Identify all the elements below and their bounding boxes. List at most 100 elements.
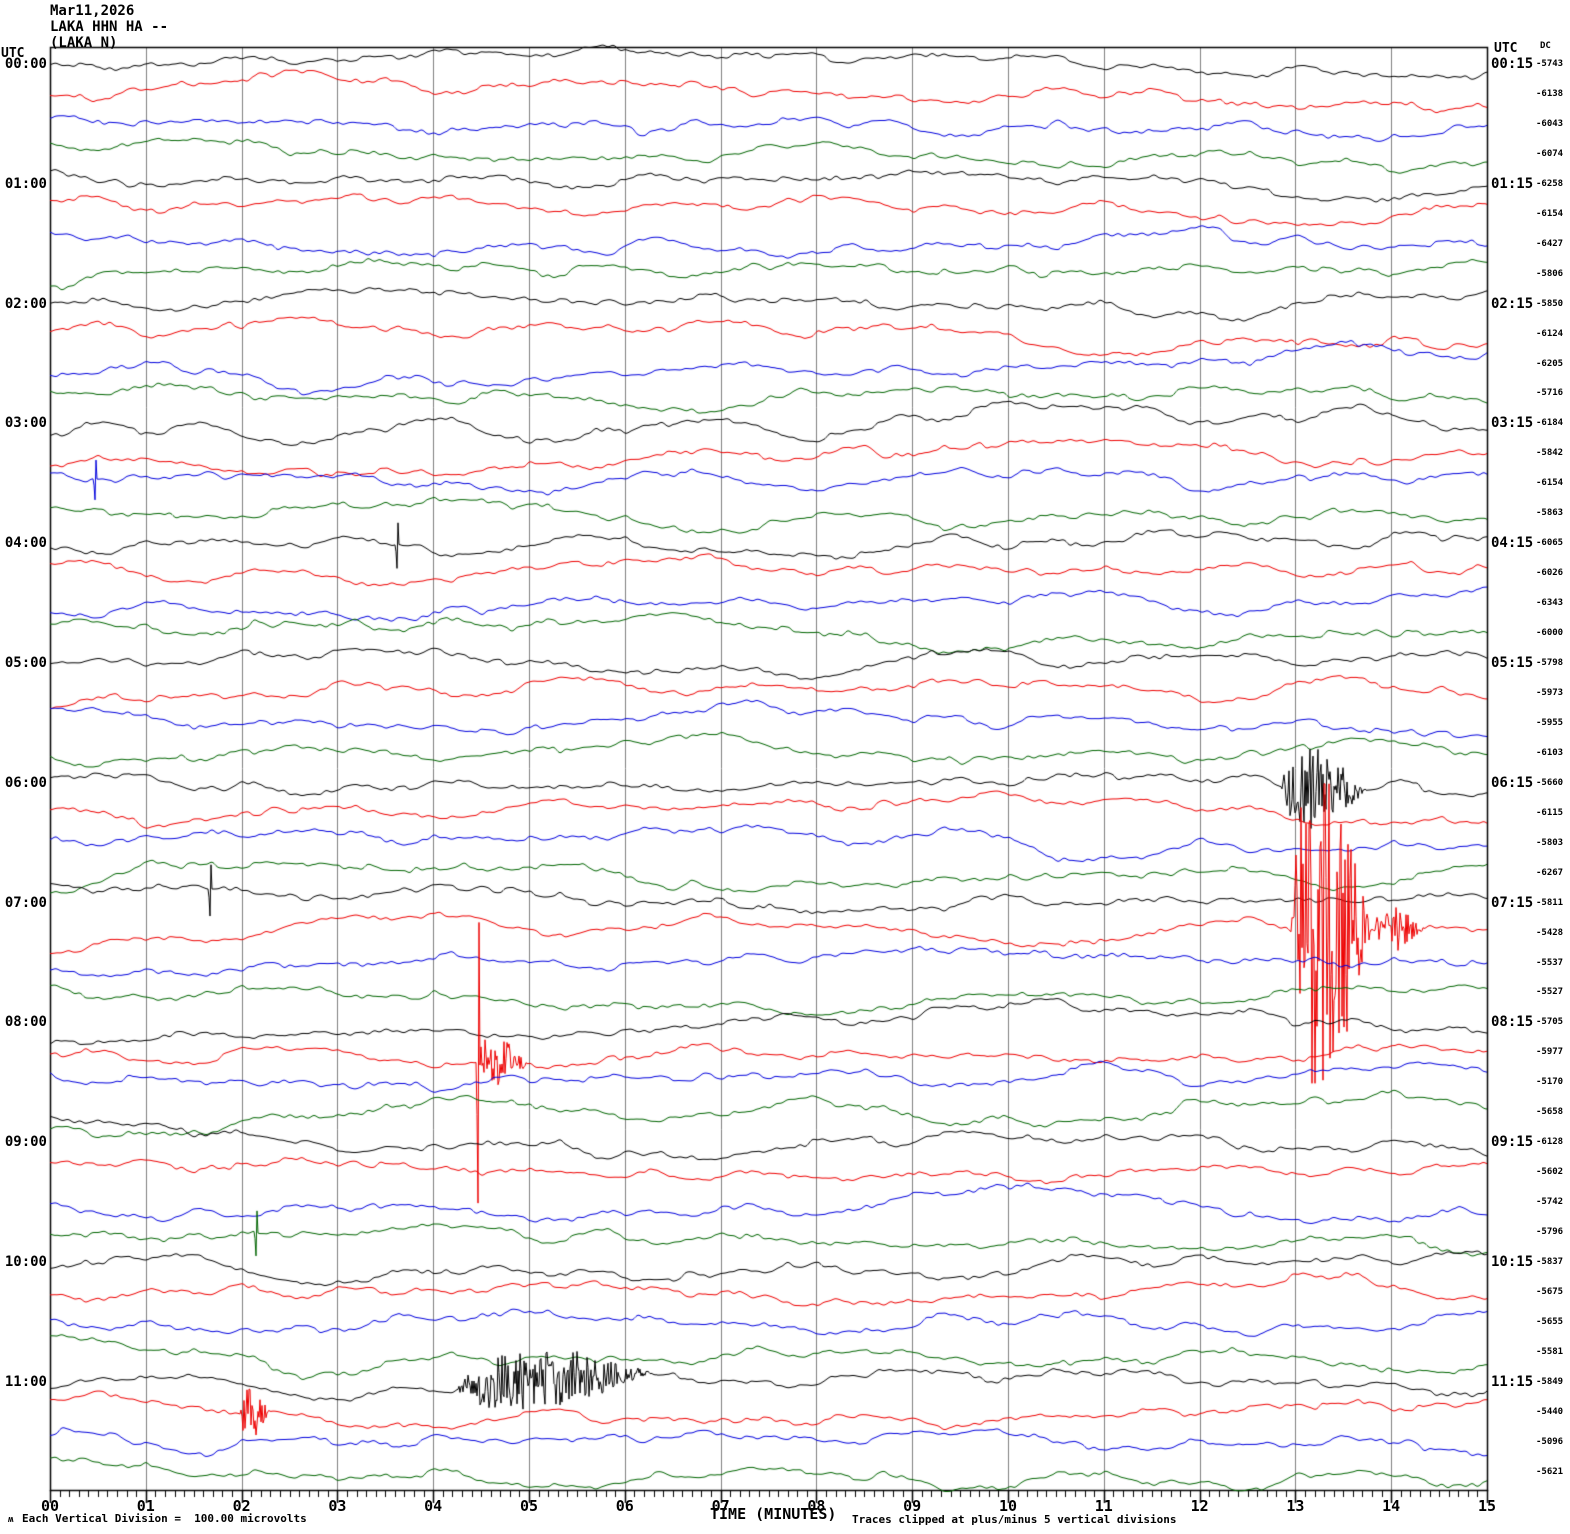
dc-value-label: -5803 bbox=[1536, 837, 1564, 848]
dc-value-label: -5096 bbox=[1536, 1436, 1564, 1447]
x-tick-label: 01 bbox=[136, 1497, 155, 1515]
dc-value-label: -5705 bbox=[1536, 1017, 1564, 1028]
dc-value-label: -5955 bbox=[1536, 717, 1564, 728]
date-label: Mar11,2026 bbox=[50, 3, 135, 19]
dc-value-label: -6267 bbox=[1536, 867, 1564, 878]
dc-value-label: -6043 bbox=[1536, 118, 1564, 129]
dc-value-label: -6128 bbox=[1536, 1137, 1564, 1148]
dc-value-label: -5428 bbox=[1536, 927, 1564, 938]
x-tick-label: 13 bbox=[1286, 1497, 1305, 1515]
x-tick-label: 15 bbox=[1477, 1497, 1497, 1515]
dc-value-label: -5743 bbox=[1536, 59, 1564, 69]
dc-value-label: -6065 bbox=[1536, 538, 1564, 549]
left-time-label: 04:00 bbox=[4, 535, 47, 552]
dc-value-label: -5849 bbox=[1536, 1376, 1564, 1387]
left-time-label: 08:00 bbox=[4, 1014, 47, 1031]
left-time-label: 03:00 bbox=[4, 415, 47, 432]
dc-value-label: -5621 bbox=[1536, 1466, 1564, 1477]
dc-value-label: -5675 bbox=[1536, 1286, 1564, 1297]
left-time-label: 00:00 bbox=[4, 56, 47, 72]
right-time-label: 00:15 bbox=[1491, 56, 1534, 72]
dc-value-label: -6074 bbox=[1536, 148, 1564, 159]
dc-value-label: -5977 bbox=[1536, 1047, 1564, 1058]
dc-value-label: -5796 bbox=[1536, 1227, 1564, 1238]
x-tick-label: 08 bbox=[807, 1497, 826, 1515]
x-tick-label: 03 bbox=[328, 1497, 347, 1515]
dc-value-label: -6427 bbox=[1536, 238, 1564, 249]
x-tick-label: 09 bbox=[903, 1497, 922, 1515]
dc-value-label: -6258 bbox=[1536, 178, 1564, 189]
dc-value-label: -5655 bbox=[1536, 1316, 1564, 1327]
dc-value-label: -6343 bbox=[1536, 598, 1564, 609]
scale-note: Each Vertical Division = 100.00 microvol… bbox=[22, 1512, 307, 1525]
right-time-label: 10:15 bbox=[1491, 1254, 1534, 1270]
dc-value-label: -5170 bbox=[1536, 1077, 1564, 1088]
x-tick-label: 10 bbox=[998, 1497, 1018, 1515]
left-time-label: 06:00 bbox=[4, 774, 47, 791]
right-time-label: 08:15 bbox=[1491, 1014, 1534, 1031]
dc-value-label: -5658 bbox=[1536, 1107, 1564, 1118]
left-time-label: 07:00 bbox=[4, 894, 47, 911]
dc-value-label: -5537 bbox=[1536, 957, 1564, 968]
right-time-label: 11:15 bbox=[1491, 1373, 1534, 1390]
x-tick-label: 11 bbox=[1094, 1497, 1113, 1515]
left-time-label: 09:00 bbox=[4, 1134, 47, 1151]
dc-value-label: -5806 bbox=[1536, 268, 1564, 279]
left-time-label: 10:00 bbox=[4, 1254, 47, 1270]
dc-value-label: -5527 bbox=[1536, 987, 1564, 998]
x-tick-label: 12 bbox=[1190, 1497, 1209, 1515]
dc-column-header: DC bbox=[1540, 41, 1551, 51]
right-time-label: 05:15 bbox=[1491, 655, 1534, 671]
dc-value-label: -6115 bbox=[1536, 807, 1564, 818]
dc-value-label: -6026 bbox=[1536, 568, 1564, 579]
dc-value-label: -6154 bbox=[1536, 478, 1564, 489]
dc-value-label: -5742 bbox=[1536, 1197, 1564, 1208]
right-time-label: 02:15 bbox=[1491, 295, 1534, 312]
dc-value-label: -5581 bbox=[1536, 1346, 1564, 1357]
dc-value-label: -5798 bbox=[1536, 658, 1564, 668]
dc-value-label: -6000 bbox=[1536, 628, 1564, 639]
dc-value-label: -6154 bbox=[1536, 208, 1564, 219]
right-time-label: 01:15 bbox=[1491, 175, 1534, 192]
x-tick-label: 06 bbox=[615, 1497, 634, 1515]
x-tick-label: 04 bbox=[424, 1497, 443, 1515]
dc-value-label: -5602 bbox=[1536, 1167, 1564, 1178]
x-axis-title: TIME (MINUTES) bbox=[710, 1505, 837, 1523]
right-utc-header: UTC bbox=[1494, 41, 1518, 56]
dc-value-label: -5973 bbox=[1536, 687, 1564, 698]
dc-value-label: -5660 bbox=[1536, 777, 1564, 788]
dc-value-label: -5811 bbox=[1536, 897, 1564, 908]
left-time-label: 05:00 bbox=[4, 655, 47, 671]
dc-value-label: -6124 bbox=[1536, 328, 1564, 339]
x-tick-label: 02 bbox=[232, 1497, 251, 1515]
corner-waveform-glyph: ʍ bbox=[8, 1515, 14, 1525]
right-time-label: 03:15 bbox=[1491, 415, 1534, 432]
right-time-label: 04:15 bbox=[1491, 535, 1534, 552]
left-utc-header: UTC bbox=[1, 46, 25, 61]
dc-value-label: -5837 bbox=[1536, 1257, 1564, 1267]
x-tick-label: 05 bbox=[519, 1497, 539, 1515]
dc-value-label: -5863 bbox=[1536, 508, 1564, 519]
right-time-label: 07:15 bbox=[1491, 894, 1534, 911]
right-time-label: 09:15 bbox=[1491, 1134, 1534, 1151]
station-name-label: (LAKA N) bbox=[50, 35, 118, 51]
x-tick-label: 07 bbox=[711, 1497, 730, 1515]
station-code-label: LAKA HHN HA -- bbox=[50, 19, 169, 35]
dc-value-label: -5440 bbox=[1536, 1406, 1564, 1417]
dc-value-label: -6138 bbox=[1536, 88, 1564, 99]
dc-value-label: -5716 bbox=[1536, 388, 1564, 399]
clip-note: Traces clipped at plus/minus 5 vertical … bbox=[852, 1513, 1177, 1526]
left-time-label: 02:00 bbox=[4, 295, 47, 312]
dc-value-label: -6205 bbox=[1536, 358, 1564, 369]
left-time-label: 11:00 bbox=[4, 1373, 47, 1390]
x-tick-label: 00 bbox=[40, 1497, 60, 1515]
left-time-label: 01:00 bbox=[4, 175, 47, 192]
dc-value-label: -5842 bbox=[1536, 448, 1564, 459]
x-tick-label: 14 bbox=[1382, 1497, 1401, 1515]
dc-value-label: -6184 bbox=[1536, 418, 1564, 429]
right-time-label: 06:15 bbox=[1491, 774, 1534, 791]
dc-value-label: -6103 bbox=[1536, 747, 1564, 758]
dc-value-label: -5850 bbox=[1536, 298, 1564, 309]
